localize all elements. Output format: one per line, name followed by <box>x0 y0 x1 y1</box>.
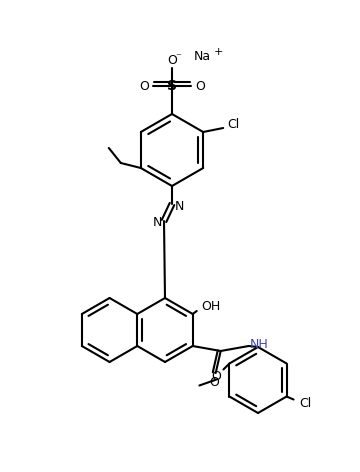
Text: Cl: Cl <box>300 397 312 410</box>
Text: NH: NH <box>249 337 268 351</box>
Text: Na: Na <box>193 50 211 62</box>
Text: ⁻: ⁻ <box>175 52 181 62</box>
Text: +: + <box>213 47 223 57</box>
Text: S: S <box>167 79 177 93</box>
Text: O: O <box>167 54 177 67</box>
Text: O: O <box>209 377 219 389</box>
Text: N: N <box>174 200 184 212</box>
Text: N: N <box>152 217 162 229</box>
Text: OH: OH <box>201 301 220 313</box>
Text: O: O <box>195 79 205 93</box>
Text: O: O <box>211 370 221 383</box>
Text: O: O <box>139 79 149 93</box>
Text: Cl: Cl <box>227 118 239 130</box>
